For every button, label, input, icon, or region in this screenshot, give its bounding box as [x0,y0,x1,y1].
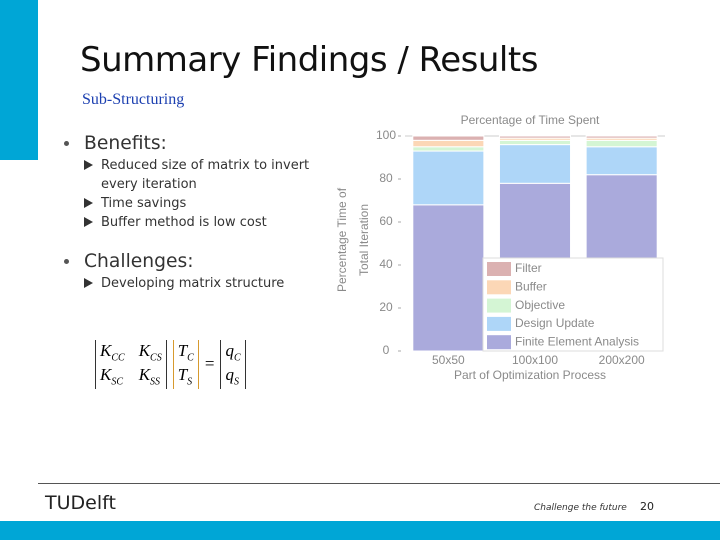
slide-subtitle: Sub-Structuring [82,91,185,108]
bar-segment [412,150,485,206]
matrix: KCC KCS KSC KSS [95,340,167,389]
bar-segment [498,139,572,146]
equals: = [204,354,215,374]
x-axis-label: Part of Optimization Process [454,368,606,382]
symbol-base: K [138,365,151,385]
legend-swatch [487,280,511,295]
symbol: qC [225,341,240,363]
legend-swatch [487,298,511,313]
symbol: TC [178,341,194,363]
legend-swatch [487,262,511,276]
legend-swatch [487,335,511,350]
logo: TUDelft [45,492,116,514]
legend-label: Design Update [515,316,595,330]
y-axis-label: Percentage Time of [335,187,349,292]
list-item: Developing matrix structure [82,274,310,293]
list-item: Buffer method is low cost [82,213,310,232]
page-number: 20 [640,500,654,513]
bar-segment [412,135,485,141]
symbol: KCC [100,341,125,363]
y-tick-label: 0 [383,343,390,357]
bar-segment [498,135,572,139]
legend-label: Finite Element Analysis [515,334,639,348]
bar-segment [585,146,658,176]
symbol-sub: S [187,376,193,388]
legend-box [482,257,664,352]
bar-segment [412,204,485,352]
y-tick-label: 60 [379,214,393,228]
symbol-base: K [100,341,112,360]
y-tick-label: 80 [379,171,393,185]
bar-segment [412,146,485,152]
symbol-sub: C [187,352,194,364]
section-heading: Benefits: [60,133,310,154]
symbol-sub: SC [111,376,124,388]
symbol-base: K [100,365,112,385]
x-tick-label: 50x50 [432,353,465,367]
list: Reduced size of matrix to invert every i… [82,156,310,232]
symbol-base: q [225,341,234,360]
x-tick-label: 200x200 [599,353,645,367]
y-axis-label: Total Iteration [357,204,371,276]
symbol: KSC [100,365,125,387]
bar-segment [585,135,658,139]
symbol: KCS [139,341,162,363]
tagline: Challenge the future [534,503,627,513]
slide-title: Summary Findings / Results [80,40,538,80]
benefits: Benefits: Reduced size of matrix to inve… [60,133,310,232]
unknown-vector: TC TS [172,340,199,389]
symbol-base: T [177,365,188,385]
bar-segment [585,139,658,148]
y-tick-label: 40 [379,257,393,271]
symbol-sub: CS [150,352,162,364]
footer-bar [0,521,720,540]
accent-bar [0,0,38,160]
symbol-sub: SS [150,376,161,388]
symbol: KSS [139,365,162,387]
symbol: TS [178,365,194,387]
legend-swatch [487,316,511,331]
equation: KCC KCS KSC KSS TC TS = qC qS [95,340,246,389]
rhs-vector: qC qS [220,340,246,389]
symbol-base: T [177,341,188,360]
y-tick-label: 20 [379,300,393,314]
y-tick-label: 100 [376,128,396,142]
list-item: Time savings [82,194,310,213]
x-tick-label: 100x100 [512,353,558,367]
footer-rule [38,483,720,484]
legend-label: Objective [515,298,565,312]
section-heading: Challenges: [60,251,310,272]
legend-label: Buffer [515,279,547,293]
bar-segment [412,139,485,148]
bar-segment [498,144,572,184]
symbol-base: q [225,365,234,385]
list: Developing matrix structure [82,274,310,293]
symbol: qS [225,365,240,387]
symbol-sub: C [233,352,241,364]
challenges: Challenges: Developing matrix structure [60,251,310,293]
chart-title: Percentage of Time Spent [461,113,600,127]
symbol-sub: CC [111,352,125,364]
symbol-sub: S [233,376,239,388]
symbol-base: K [138,341,151,360]
legend-label: Filter [515,261,542,275]
list-item: Reduced size of matrix to invert every i… [82,156,310,194]
